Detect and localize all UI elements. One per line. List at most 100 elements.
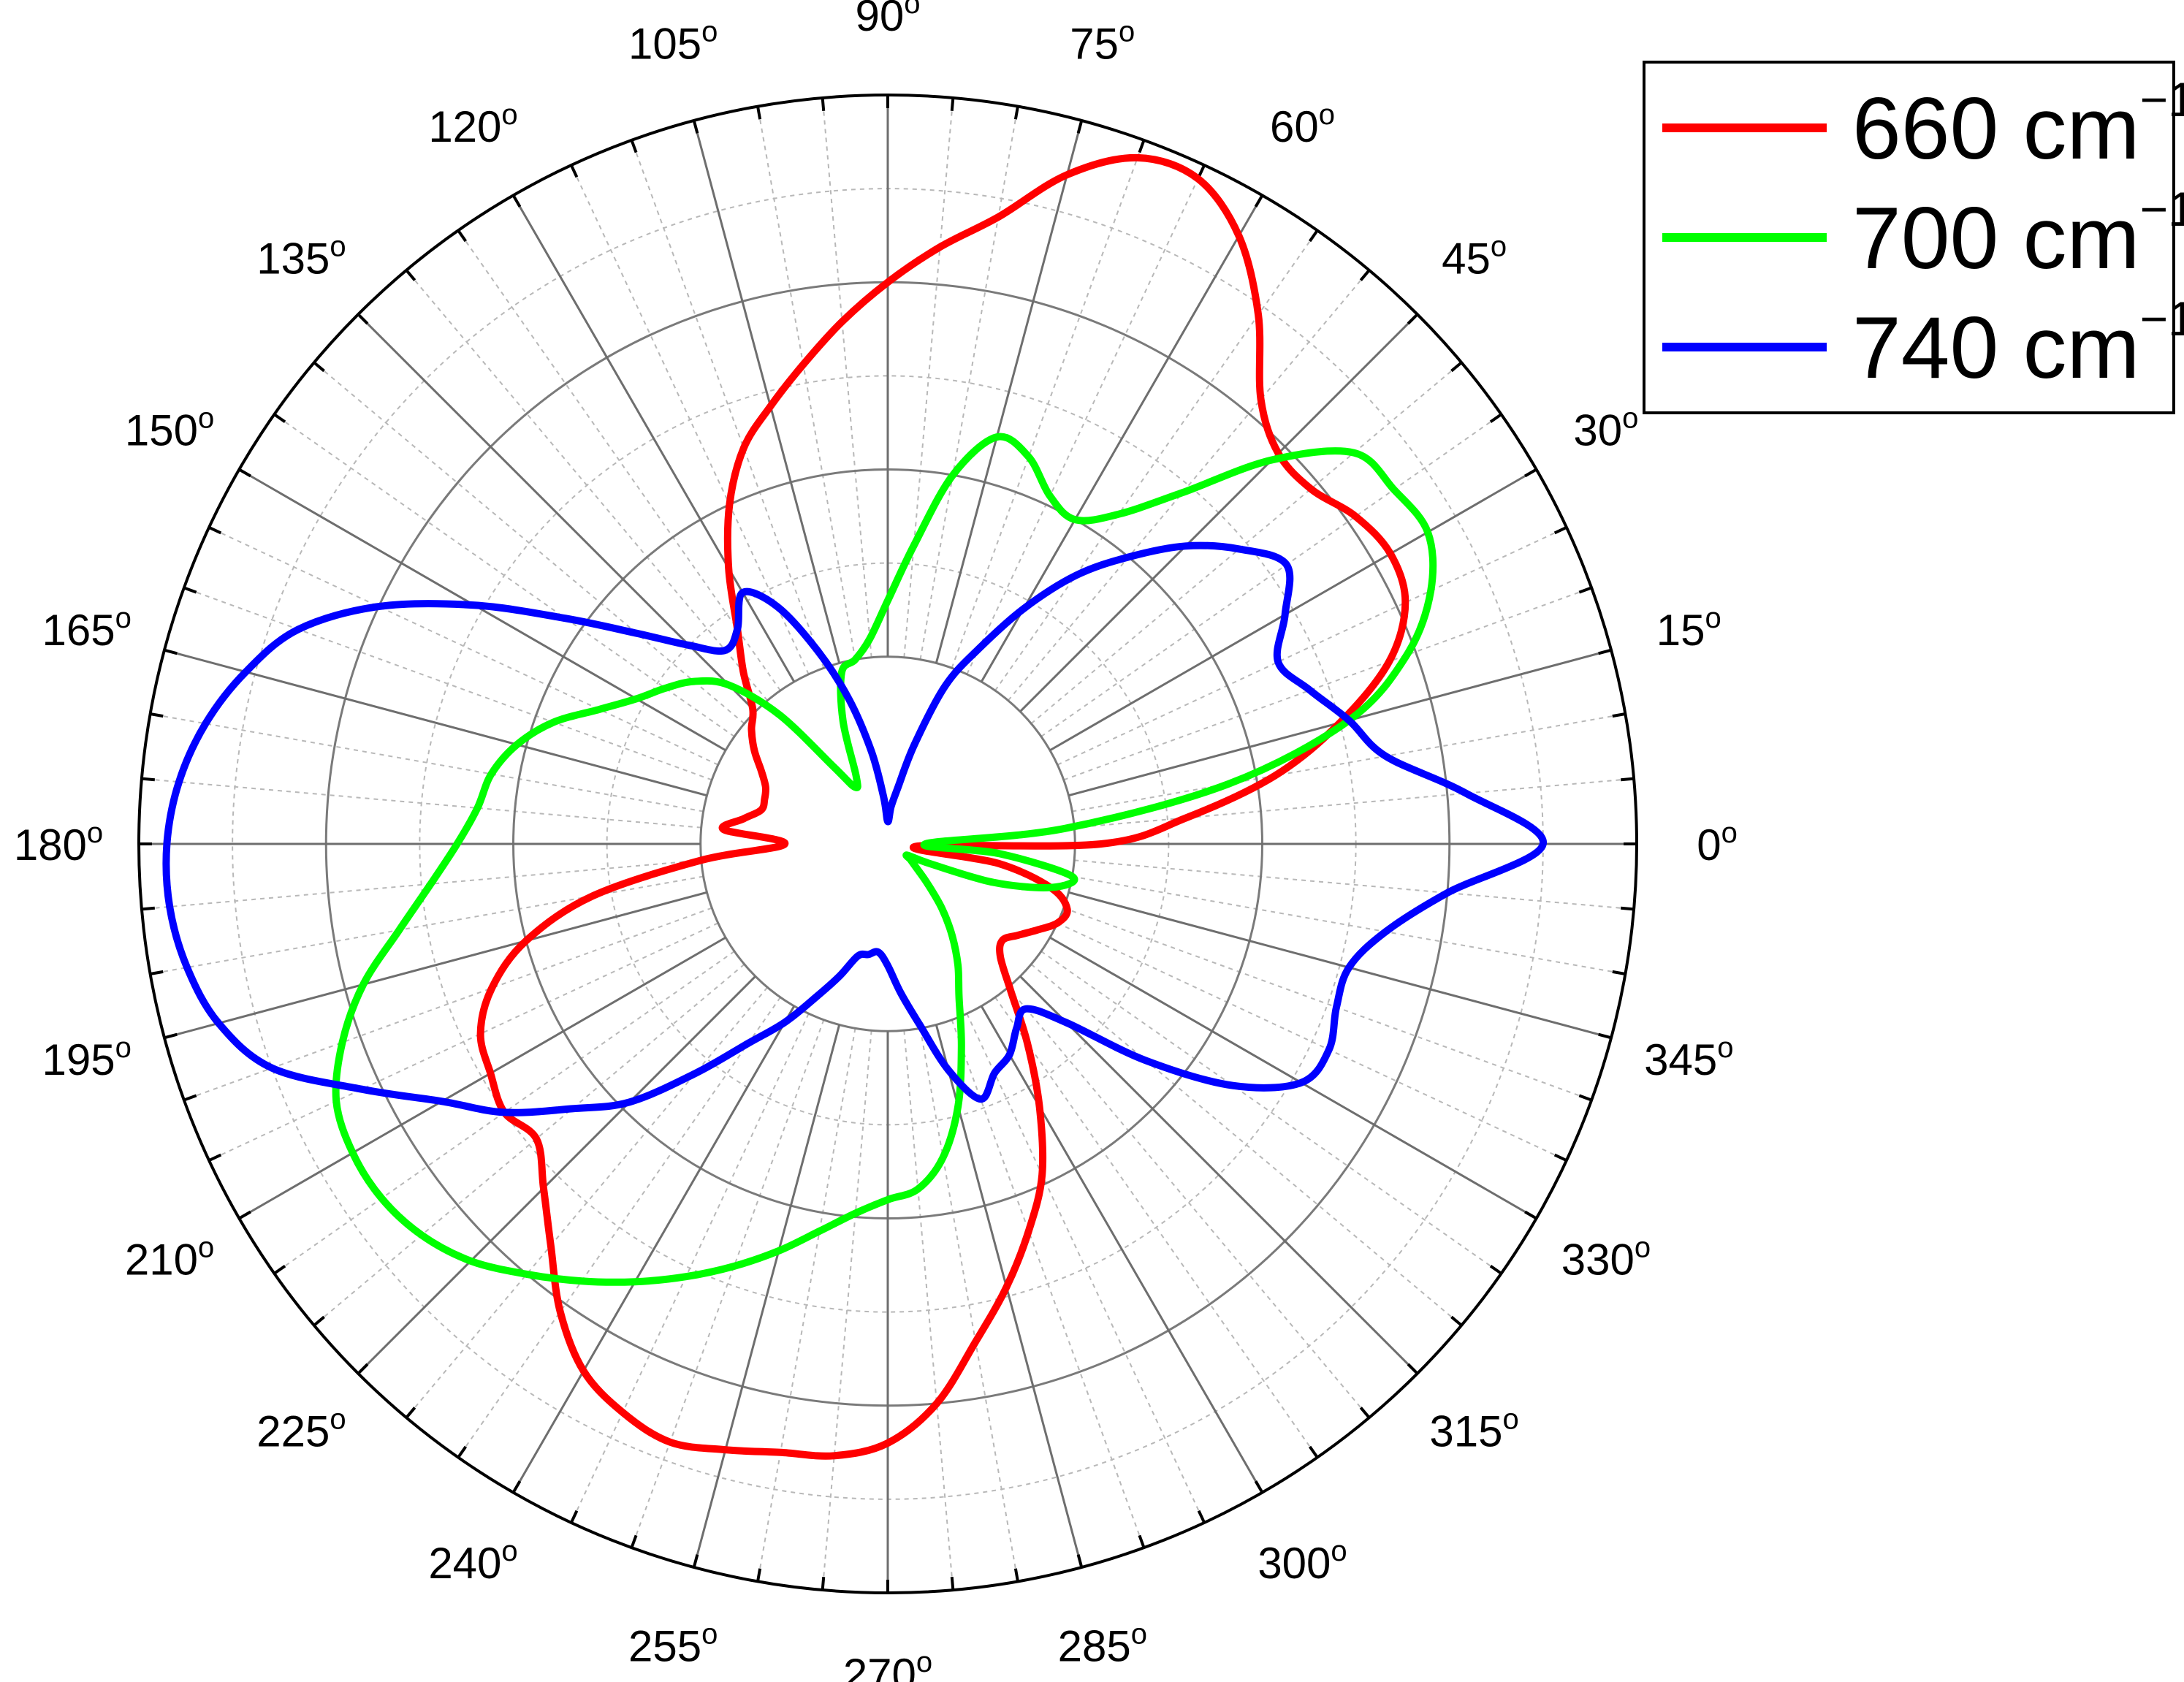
- minor-spoke: [821, 1030, 872, 1591]
- major-spoke: [980, 1005, 1263, 1493]
- legend-label-3: 740 cm−1: [1852, 292, 2184, 397]
- major-spoke: [164, 649, 707, 797]
- major-spoke: [164, 891, 707, 1039]
- outer-tick: [1524, 468, 1537, 478]
- major-spoke: [1049, 936, 1537, 1219]
- major-spoke: [1068, 891, 1612, 1039]
- minor-spoke: [1063, 587, 1592, 781]
- angle-tick-label: 60o: [1270, 99, 1335, 151]
- outer-tick: [1612, 712, 1626, 718]
- major-spoke: [1019, 975, 1418, 1374]
- outer-tick: [208, 526, 222, 535]
- outer-tick: [405, 269, 416, 281]
- series-line-1: [476, 153, 1409, 1460]
- outer-tick: [457, 1445, 468, 1458]
- angle-tick-label: 270o: [843, 1646, 932, 1682]
- minor-spoke: [1063, 907, 1592, 1101]
- outer-tick: [692, 120, 699, 134]
- outer-tick: [164, 648, 178, 655]
- major-spoke: [980, 194, 1263, 682]
- outer-tick: [1407, 1363, 1419, 1375]
- outer-tick: [1197, 1510, 1206, 1523]
- outer-tick: [273, 1264, 286, 1275]
- series-line-2: [332, 433, 1437, 1286]
- angle-tick-label: 285o: [1058, 1618, 1147, 1670]
- outer-tick: [273, 413, 286, 424]
- outer-tick: [405, 1407, 416, 1419]
- minor-spoke: [966, 164, 1206, 675]
- outer-tick: [630, 140, 638, 153]
- outer-tick: [1620, 906, 1635, 911]
- outer-tick: [357, 1363, 369, 1375]
- outer-tick: [1450, 1315, 1463, 1327]
- outer-tick: [950, 97, 955, 112]
- angle-tick-label: 150o: [125, 403, 214, 455]
- outer-tick: [1359, 269, 1371, 281]
- outer-tick: [1076, 1554, 1084, 1568]
- outer-tick: [1450, 361, 1463, 373]
- angle-tick-label: 135o: [256, 230, 346, 283]
- outer-tick: [1013, 1568, 1019, 1582]
- angle-tick-label: 30o: [1573, 403, 1638, 455]
- major-spoke: [238, 468, 726, 752]
- outer-tick: [457, 229, 468, 243]
- angle-tick-label: 180o: [14, 817, 103, 869]
- angle-tick-label: 15o: [1656, 602, 1721, 655]
- minor-spoke: [1040, 951, 1502, 1274]
- angle-tick-label: 345o: [1644, 1032, 1733, 1084]
- angle-tick-label: 225o: [256, 1404, 346, 1456]
- outer-tick: [1578, 1094, 1592, 1102]
- angle-tick-label: 315o: [1429, 1404, 1518, 1456]
- outer-tick: [238, 1210, 251, 1220]
- angle-tick-label: 165o: [42, 602, 132, 655]
- outer-tick: [1620, 777, 1635, 782]
- outer-tick: [150, 970, 164, 975]
- minor-spoke: [457, 229, 781, 691]
- legend-label-2: 700 cm−1: [1852, 182, 2184, 287]
- angle-tick-label: 75o: [1070, 16, 1135, 69]
- outer-tick: [1359, 1407, 1371, 1419]
- outer-tick: [1489, 1264, 1502, 1275]
- outer-tick: [1197, 164, 1206, 178]
- outer-tick: [692, 1554, 699, 1568]
- major-spoke: [1019, 313, 1418, 712]
- outer-tick: [1598, 648, 1612, 655]
- outer-tick: [1254, 1480, 1264, 1493]
- series-lines: [162, 153, 1547, 1460]
- major-spoke: [1049, 468, 1537, 752]
- outer-tick: [1308, 229, 1319, 243]
- outer-tick: [1138, 1534, 1146, 1548]
- angle-tick-label: 105o: [628, 16, 718, 69]
- angle-tick-label: 90o: [856, 0, 921, 40]
- outer-tick: [570, 164, 579, 178]
- outer-tick: [183, 1094, 197, 1102]
- outer-tick: [1138, 140, 1146, 153]
- minor-spoke: [821, 97, 872, 658]
- angle-tick-label: 300o: [1257, 1535, 1347, 1588]
- outer-tick: [313, 361, 325, 373]
- outer-tick: [141, 906, 156, 911]
- major-spoke: [935, 120, 1083, 663]
- outer-tick: [950, 1576, 955, 1591]
- outer-tick: [1578, 586, 1592, 594]
- angle-tick-label: 45o: [1442, 230, 1507, 283]
- outer-tick: [1076, 120, 1084, 134]
- outer-tick: [1489, 413, 1502, 424]
- outer-tick: [1524, 1210, 1537, 1220]
- outer-tick: [511, 1480, 522, 1493]
- series-line-3: [162, 541, 1547, 1116]
- outer-tick: [821, 97, 826, 112]
- minor-spoke: [919, 1028, 1019, 1582]
- outer-tick: [1254, 194, 1264, 208]
- outer-tick: [1013, 106, 1019, 120]
- outer-tick: [1598, 1032, 1612, 1040]
- angle-tick-label: 120o: [428, 99, 517, 151]
- angle-tick-label: 255o: [628, 1618, 718, 1670]
- outer-tick: [141, 777, 156, 782]
- outer-tick: [1553, 526, 1567, 535]
- minor-spoke: [1074, 859, 1635, 910]
- outer-tick: [1308, 1445, 1319, 1458]
- angle-tick-labels: 0o 15o 30o 45o 60o 75o 90o 105o 120o 135o 150o 165o…: [14, 0, 1738, 1682]
